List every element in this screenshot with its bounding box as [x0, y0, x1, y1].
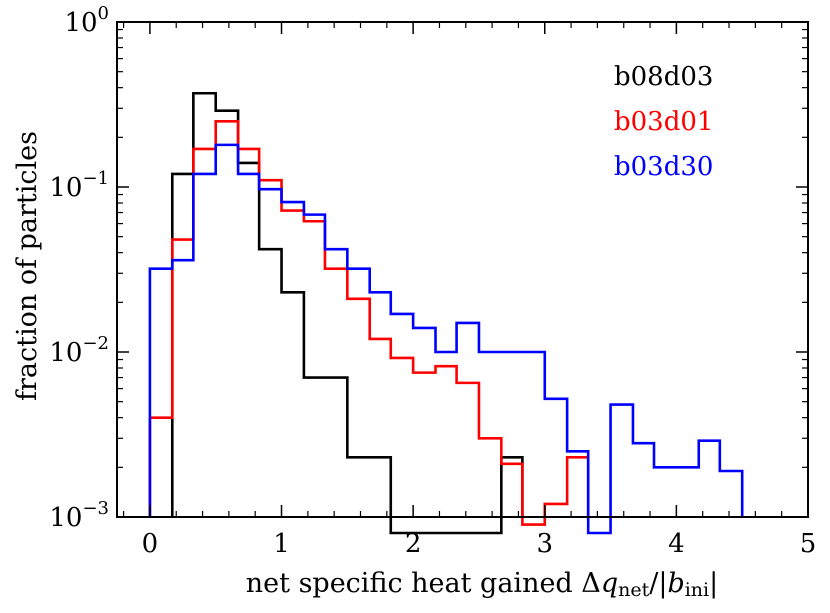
y-axis-label: fraction of particles [12, 131, 43, 401]
series-line-b03d01 [148, 120, 590, 526]
x-label-slash: /| [649, 568, 667, 599]
x-tick-label: 2 [405, 529, 422, 559]
y-tick-label: 10−2 [49, 333, 109, 368]
legend-entry-b03d30: b03d30 [614, 152, 713, 182]
x-label-bar: | [709, 568, 718, 599]
x-label-prefix: net specific heat gained Δ [246, 568, 601, 599]
x-tick-label: 3 [536, 529, 553, 559]
y-tick-label: 100 [64, 3, 109, 38]
x-tick-label: 4 [668, 529, 685, 559]
x-axis-label: net specific heat gained Δqnet/|bini| [246, 568, 718, 601]
x-tick-label: 1 [273, 529, 290, 559]
series-line-b03d30 [148, 143, 744, 535]
series-layer [148, 91, 744, 535]
y-tick-label: 10−3 [49, 498, 109, 533]
legend-entry-b08d03: b08d03 [614, 62, 713, 92]
x-label-q: q [601, 568, 618, 599]
x-tick-label: 0 [142, 529, 159, 559]
series-line-b08d03 [170, 91, 524, 535]
y-tick-label: 10−1 [49, 168, 109, 203]
legend-entry-b03d01: b03d01 [614, 107, 713, 137]
x-label-ini: ini [685, 579, 709, 601]
x-label-net: net [618, 579, 649, 601]
x-tick-label: 5 [800, 529, 817, 559]
x-label-b: b [667, 568, 684, 599]
legend: b08d03 b03d01 b03d30 [614, 62, 713, 182]
plot-frame [116, 21, 809, 518]
